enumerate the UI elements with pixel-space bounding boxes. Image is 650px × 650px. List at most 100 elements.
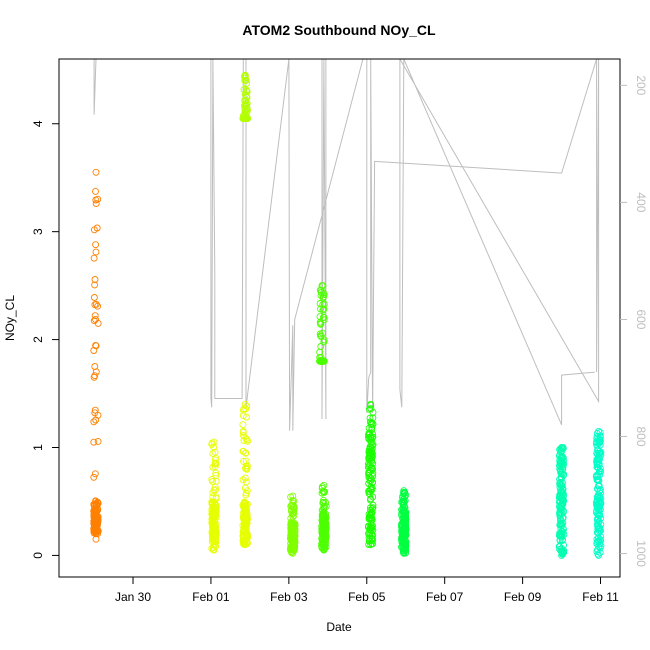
data-point: [398, 509, 406, 517]
data-point: [212, 454, 220, 462]
data-point: [243, 487, 251, 495]
data-point: [241, 400, 249, 408]
data-point: [211, 501, 219, 509]
data-point: [94, 437, 102, 445]
data-point: [320, 289, 327, 297]
data-point: [400, 496, 408, 503]
data-point: [90, 418, 98, 426]
data-point: [558, 490, 566, 498]
x-tick-label: Feb 11: [582, 590, 619, 604]
data-point: [557, 502, 565, 510]
data-point: [400, 549, 408, 557]
chart-title: ATOM2 Southbound NOy_CL: [242, 22, 436, 38]
data-point: [289, 549, 297, 557]
data-point: [92, 196, 100, 204]
x-axis-label: Date: [326, 620, 352, 634]
data-point: [92, 187, 99, 195]
data-point: [241, 474, 249, 482]
data-point: [595, 453, 603, 461]
data-point: [94, 302, 102, 310]
data-point: [290, 522, 298, 530]
y2-tick-label: 1000: [634, 540, 648, 567]
data-point: [241, 521, 249, 529]
data-point: [242, 464, 249, 472]
y2-tick-label: 800: [634, 427, 648, 447]
data-point: [556, 491, 564, 499]
data-point: [210, 546, 218, 554]
data-point: [90, 254, 98, 262]
data-point: [366, 529, 374, 537]
x-tick-label: Feb 09: [504, 590, 542, 604]
data-point: [398, 506, 406, 514]
data-point: [365, 514, 373, 521]
data-point: [240, 498, 248, 506]
data-point: [243, 517, 251, 525]
data-point: [241, 509, 249, 517]
data-point: [210, 438, 218, 446]
data-point: [240, 86, 248, 94]
data-point: [319, 329, 326, 337]
data-point: [91, 312, 99, 320]
x-tick-label: Feb 01: [192, 590, 230, 604]
data-point: [367, 541, 375, 549]
data-point: [320, 481, 328, 489]
data-point: [558, 444, 566, 451]
data-point: [319, 510, 327, 518]
data-point: [399, 519, 407, 527]
data-point: [368, 514, 376, 522]
altitude-trace-layer: [93, 59, 600, 431]
series-4: [286, 492, 299, 557]
y-tick-label: 4: [31, 120, 45, 127]
data-point: [320, 293, 327, 301]
data-point: [400, 525, 408, 533]
series-1: [208, 438, 220, 554]
y2-axis: 200 400 600 800 1000: [620, 75, 648, 567]
data-point: [556, 516, 564, 524]
data-point: [92, 342, 100, 350]
data-point: [320, 517, 328, 525]
data-point: [369, 493, 377, 501]
data-point: [595, 460, 603, 468]
x-axis: Jan 30 Feb 01 Feb 03 Feb 05 Feb 07 Feb 09 Feb …: [115, 577, 619, 604]
data-point: [367, 400, 375, 408]
data-point: [208, 440, 216, 448]
y2-tick-label: 400: [634, 192, 648, 212]
data-point: [93, 518, 101, 526]
data-point: [92, 535, 100, 543]
data-point: [288, 529, 296, 537]
series-9: [555, 444, 568, 559]
series-5: [318, 481, 330, 554]
points-layer: [90, 71, 605, 559]
data-point: [316, 318, 324, 326]
data-point: [91, 470, 99, 478]
y-tick-label: 3: [31, 228, 45, 235]
data-point: [241, 537, 248, 545]
data-point: [318, 357, 326, 365]
data-point: [239, 447, 247, 455]
data-point: [242, 491, 250, 499]
series-7: [364, 400, 377, 549]
data-point: [243, 79, 250, 87]
data-point: [597, 514, 605, 522]
data-point: [595, 468, 603, 476]
data-point: [240, 457, 247, 465]
y-axis: 0 1 2 3 4: [31, 120, 59, 559]
data-point: [595, 551, 603, 559]
data-point: [241, 541, 249, 549]
data-point: [240, 436, 248, 444]
data-point: [288, 506, 296, 513]
data-point: [597, 533, 605, 541]
data-point: [290, 508, 298, 515]
data-point: [241, 114, 249, 122]
data-point: [242, 457, 250, 465]
data-point: [92, 241, 100, 249]
data-point: [209, 478, 217, 485]
data-point: [368, 486, 376, 494]
data-point: [241, 524, 249, 532]
series-3: [239, 71, 251, 122]
data-point: [211, 463, 219, 471]
data-point: [92, 497, 100, 505]
data-point: [366, 537, 374, 545]
data-point: [593, 485, 601, 493]
